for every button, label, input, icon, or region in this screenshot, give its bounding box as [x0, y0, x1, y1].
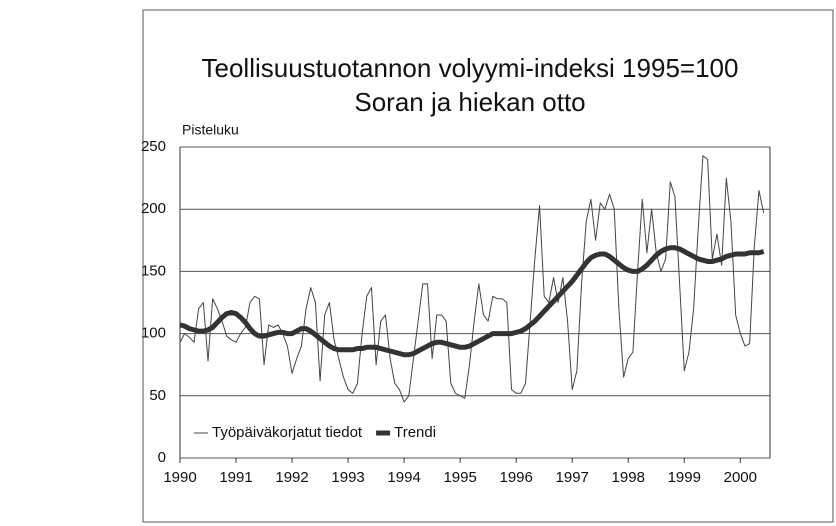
- y-tick-label: 0: [158, 449, 166, 466]
- x-tick-label: 1995: [443, 469, 476, 486]
- x-tick-label: 1990: [163, 469, 196, 486]
- y-tick-label: 150: [141, 262, 166, 279]
- x-tick-label: 1991: [219, 469, 252, 486]
- x-tick-label: 1997: [556, 469, 589, 486]
- x-tick-label: 1998: [612, 469, 645, 486]
- legend-box: [190, 421, 490, 445]
- y-tick-label: 100: [141, 325, 166, 342]
- y-tick-label: 250: [141, 138, 166, 155]
- chart-title: Teollisuustuotannon volyymi-indeksi 1995…: [202, 53, 739, 83]
- frame: [142, 9, 834, 523]
- x-tick-label: 2000: [724, 469, 757, 486]
- legend-label: Trendi: [394, 424, 436, 441]
- y-tick-label: 50: [149, 387, 166, 404]
- chart-subtitle: Soran ja hiekan otto: [354, 87, 585, 117]
- series-line: [179, 245, 765, 358]
- x-tick-label: 1994: [387, 469, 420, 486]
- x-tick-label: 1996: [499, 469, 532, 486]
- x-tick-label: 1992: [275, 469, 308, 486]
- x-tick-label: 1999: [668, 469, 701, 486]
- series-line: [179, 155, 765, 403]
- legend-label: Työpäiväkorjatut tiedot: [212, 424, 363, 441]
- y-tick-label: 200: [141, 200, 166, 217]
- y-axis-label: Pisteluku: [182, 122, 239, 138]
- x-tick-label: 1993: [331, 469, 364, 486]
